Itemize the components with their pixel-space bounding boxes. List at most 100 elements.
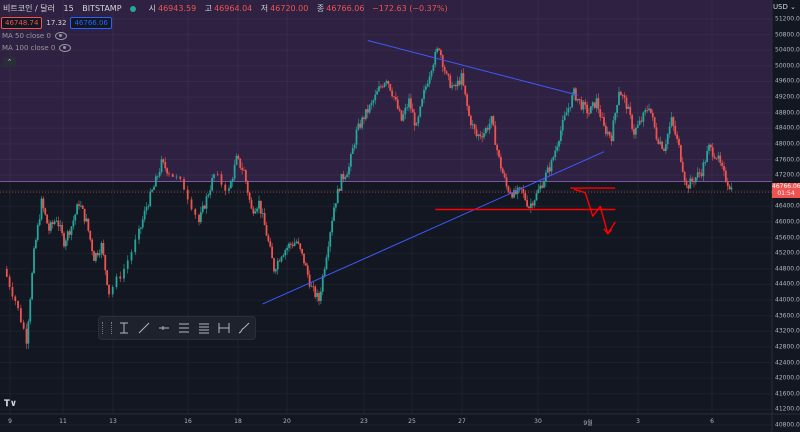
- fib-retracement-tool-icon[interactable]: [195, 320, 212, 336]
- candle-body: [273, 258, 275, 272]
- candle-body: [573, 88, 575, 96]
- candle-body: [55, 220, 58, 222]
- candle-body: [246, 181, 249, 193]
- candle-body: [516, 187, 519, 194]
- candle-body: [256, 208, 259, 212]
- candle-body: [723, 165, 725, 171]
- parallel-channel-tool-icon[interactable]: [175, 320, 192, 336]
- candle-body: [616, 104, 619, 114]
- candle-body: [499, 156, 502, 169]
- candle-body: [400, 110, 403, 121]
- y-tick-label: 44800.00: [775, 265, 800, 273]
- candle-body: [126, 260, 129, 269]
- candle-body: [548, 167, 551, 172]
- candle-body: [308, 274, 311, 287]
- candle-body: [100, 242, 103, 254]
- candle-body: [498, 150, 500, 157]
- text-cursor-tool-icon[interactable]: [115, 320, 132, 336]
- candle-body: [404, 107, 407, 115]
- horizontal-ray-tool-icon[interactable]: [155, 320, 172, 336]
- collapse-chevron-icon[interactable]: ⌃: [3, 57, 16, 67]
- tradingview-logo-icon: 𝐓∨: [4, 399, 18, 409]
- candle-body: [85, 218, 88, 222]
- candle-body: [327, 246, 330, 258]
- candle-body: [357, 123, 360, 130]
- candle-body: [668, 126, 671, 135]
- candle-body: [552, 157, 555, 161]
- eye-icon[interactable]: [59, 44, 72, 52]
- eye-icon[interactable]: [54, 32, 67, 40]
- candle-body: [567, 108, 570, 113]
- candle-body: [293, 242, 296, 246]
- candle-body: [40, 198, 43, 220]
- candle-body: [91, 239, 94, 252]
- candle-body: [224, 184, 227, 191]
- projection-arrowhead: [603, 228, 613, 235]
- candle-body: [175, 176, 178, 178]
- trend-line-upper: [367, 39, 578, 96]
- candle-body: [134, 239, 137, 253]
- candle-body: [207, 194, 210, 197]
- resistance-zone: [0, 0, 772, 182]
- x-tick-label: 20: [283, 418, 291, 425]
- currency-selector[interactable]: USD ⌄: [772, 3, 796, 11]
- candle-body: [61, 225, 64, 234]
- candle-body: [634, 127, 637, 135]
- candle-body: [211, 178, 214, 191]
- close-key: 종: [316, 4, 325, 13]
- candle-body: [419, 106, 422, 117]
- candle-body: [250, 199, 253, 209]
- candle-body: [348, 166, 350, 175]
- candle-body: [589, 106, 592, 114]
- candle-body: [619, 91, 622, 96]
- x-tick-label: 23: [360, 418, 368, 425]
- candle-body: [629, 106, 632, 115]
- candle-body: [539, 185, 542, 190]
- candle-body: [355, 129, 358, 145]
- candle-body: [640, 120, 643, 122]
- candle-body: [488, 123, 491, 130]
- candle-body: [361, 117, 364, 128]
- last-price-value: 46766.06: [772, 183, 800, 190]
- high-value: 46964.04: [214, 4, 253, 13]
- candle-body: [160, 159, 163, 173]
- candle-body: [162, 159, 165, 163]
- candle-body: [301, 248, 304, 254]
- candle-body: [340, 173, 343, 191]
- sell-button[interactable]: 46748.74: [1, 17, 43, 29]
- candle-body: [83, 208, 86, 222]
- candle-body: [286, 247, 289, 251]
- indicator-ma50[interactable]: MA 50 close 0: [2, 32, 67, 40]
- candle-body: [368, 105, 371, 113]
- trend-line-tool-icon[interactable]: [135, 320, 152, 336]
- candle-body: [531, 203, 534, 206]
- candle-body: [119, 276, 122, 279]
- symbol-title[interactable]: 비트코인 / 달러: [3, 4, 55, 13]
- candle-body: [252, 208, 255, 214]
- candle-body: [458, 80, 461, 85]
- buy-button[interactable]: 46766.06: [70, 17, 112, 29]
- candle-body: [709, 144, 712, 148]
- drag-handle[interactable]: [102, 322, 112, 334]
- brush-tool-icon[interactable]: [235, 320, 252, 336]
- candle-body: [239, 158, 242, 168]
- open-value: 46943.59: [157, 4, 197, 13]
- candle-body: [263, 213, 266, 226]
- candle-body: [691, 178, 694, 182]
- indicator-ma100[interactable]: MA 100 close 0: [2, 44, 72, 52]
- candle-body: [578, 98, 581, 100]
- candle-body: [717, 155, 720, 159]
- candle-body: [541, 185, 544, 188]
- candle-body: [278, 260, 281, 262]
- candle-body: [513, 189, 515, 198]
- candle-body: [22, 322, 25, 329]
- candle-body: [484, 128, 487, 134]
- candle-body: [139, 227, 142, 229]
- candle-body: [149, 191, 152, 207]
- date-range-tool-icon[interactable]: [215, 320, 232, 336]
- candle-body: [158, 172, 161, 177]
- interval[interactable]: 15: [63, 4, 74, 13]
- candle-body: [57, 220, 60, 227]
- candle-body: [533, 200, 536, 206]
